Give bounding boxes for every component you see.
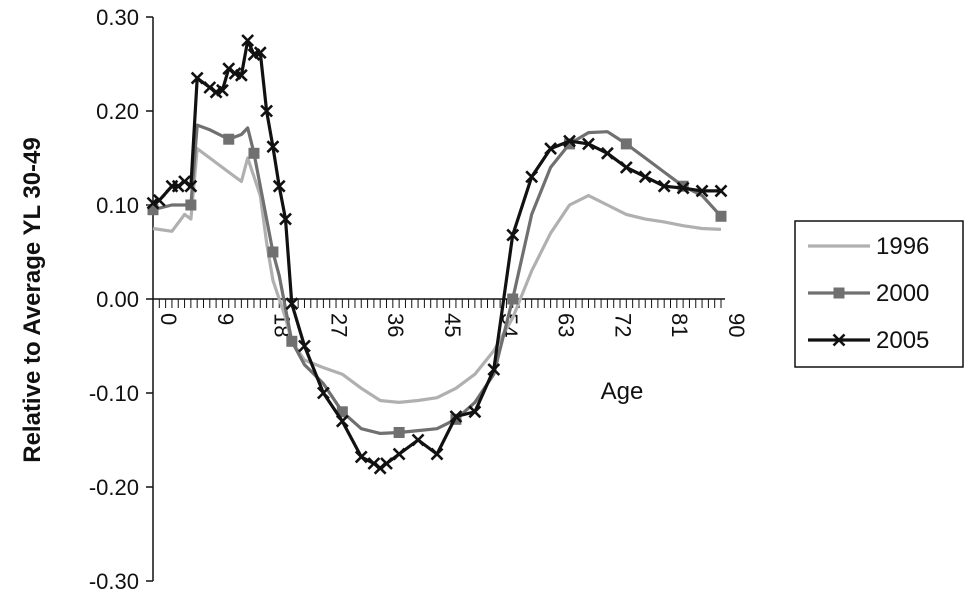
data-point-2005 — [392, 447, 406, 461]
data-point-2005 — [600, 146, 614, 160]
data-point-2005 — [714, 184, 728, 198]
data-point-2005 — [563, 134, 576, 148]
data-point-2005 — [619, 160, 633, 174]
legend-marker-2000 — [833, 287, 845, 299]
data-point-2005 — [272, 179, 286, 193]
data-point-2005 — [298, 339, 311, 353]
data-point-2005 — [285, 297, 299, 311]
y-tick-label: 0.20 — [96, 99, 139, 124]
data-point-2005 — [506, 228, 520, 242]
data-point-2005 — [657, 179, 671, 193]
data-point-2005 — [487, 363, 501, 376]
data-point-2000 — [185, 199, 197, 211]
data-point-2005 — [380, 457, 393, 470]
data-point-2000 — [564, 138, 576, 150]
x-tick-label: 72 — [610, 313, 635, 337]
legend-label-1996: 1996 — [876, 233, 929, 260]
data-point-2005 — [190, 71, 204, 85]
y-tick-label: 0.00 — [96, 287, 139, 312]
data-point-2000 — [677, 180, 689, 192]
x-axis-title: Age — [601, 378, 644, 405]
data-point-2005 — [695, 184, 709, 198]
data-point-2005 — [279, 212, 292, 226]
x-tick-label: 0 — [156, 313, 181, 325]
data-point-2005 — [544, 142, 558, 156]
data-point-2000 — [267, 246, 279, 258]
legend-marker-2005 — [832, 333, 846, 347]
x-tick-label: 45 — [440, 313, 465, 337]
data-point-2005 — [184, 179, 198, 193]
data-point-2005 — [216, 83, 229, 97]
x-tick-label: 36 — [383, 313, 408, 337]
data-point-2005 — [468, 405, 482, 419]
x-tick-label: 81 — [667, 313, 692, 337]
data-point-2000 — [286, 335, 298, 347]
data-point-2005 — [316, 386, 330, 400]
data-point-2005 — [234, 68, 248, 82]
data-point-2005 — [253, 46, 267, 60]
y-axis-title: Relative to Average YL 30-49 — [19, 137, 46, 463]
data-point-2000 — [393, 426, 405, 438]
data-point-2005 — [582, 137, 595, 151]
data-point-2005 — [449, 410, 463, 423]
series-1996 — [152, 147, 722, 404]
data-point-2005 — [638, 170, 652, 184]
data-point-2000 — [336, 406, 348, 418]
data-point-2005 — [430, 447, 444, 461]
data-point-2005 — [260, 104, 274, 118]
data-point-2005 — [354, 450, 368, 464]
data-point-2000 — [620, 138, 632, 150]
y-tick-label: 0.10 — [96, 193, 139, 218]
data-point-2005 — [676, 181, 690, 195]
data-point-2000 — [147, 204, 159, 216]
series-2000 — [147, 123, 727, 438]
data-point-2005 — [266, 140, 280, 154]
series-layer — [146, 34, 728, 475]
data-point-2000 — [223, 133, 235, 145]
legend-label-2005: 2005 — [876, 327, 929, 354]
y-tick-label: -0.20 — [89, 475, 139, 500]
x-tick-label: 90 — [724, 313, 749, 337]
x-tick-label: 63 — [554, 313, 579, 337]
data-point-2000 — [248, 147, 260, 159]
y-tick-label: 0.30 — [96, 5, 139, 30]
y-tick-label: -0.30 — [89, 569, 139, 594]
y-tick-label: -0.10 — [89, 381, 139, 406]
axes: -0.30-0.20-0.100.000.100.200.300 9 18 27 36 4… — [89, 5, 749, 594]
data-point-2005 — [525, 170, 539, 184]
legend-label-2000: 2000 — [876, 280, 929, 307]
data-point-2000 — [507, 293, 519, 305]
x-tick-label: 27 — [326, 313, 351, 337]
data-point-2005 — [411, 433, 425, 447]
data-point-2005 — [152, 193, 166, 207]
series-2005 — [146, 34, 728, 475]
data-point-2005 — [335, 414, 349, 428]
x-tick-label: 9 — [213, 313, 238, 325]
data-point-2005 — [241, 34, 255, 47]
data-point-2000 — [715, 210, 727, 222]
legend: 1996 2000 2005 — [794, 220, 964, 368]
series-line-1996 — [152, 147, 722, 404]
